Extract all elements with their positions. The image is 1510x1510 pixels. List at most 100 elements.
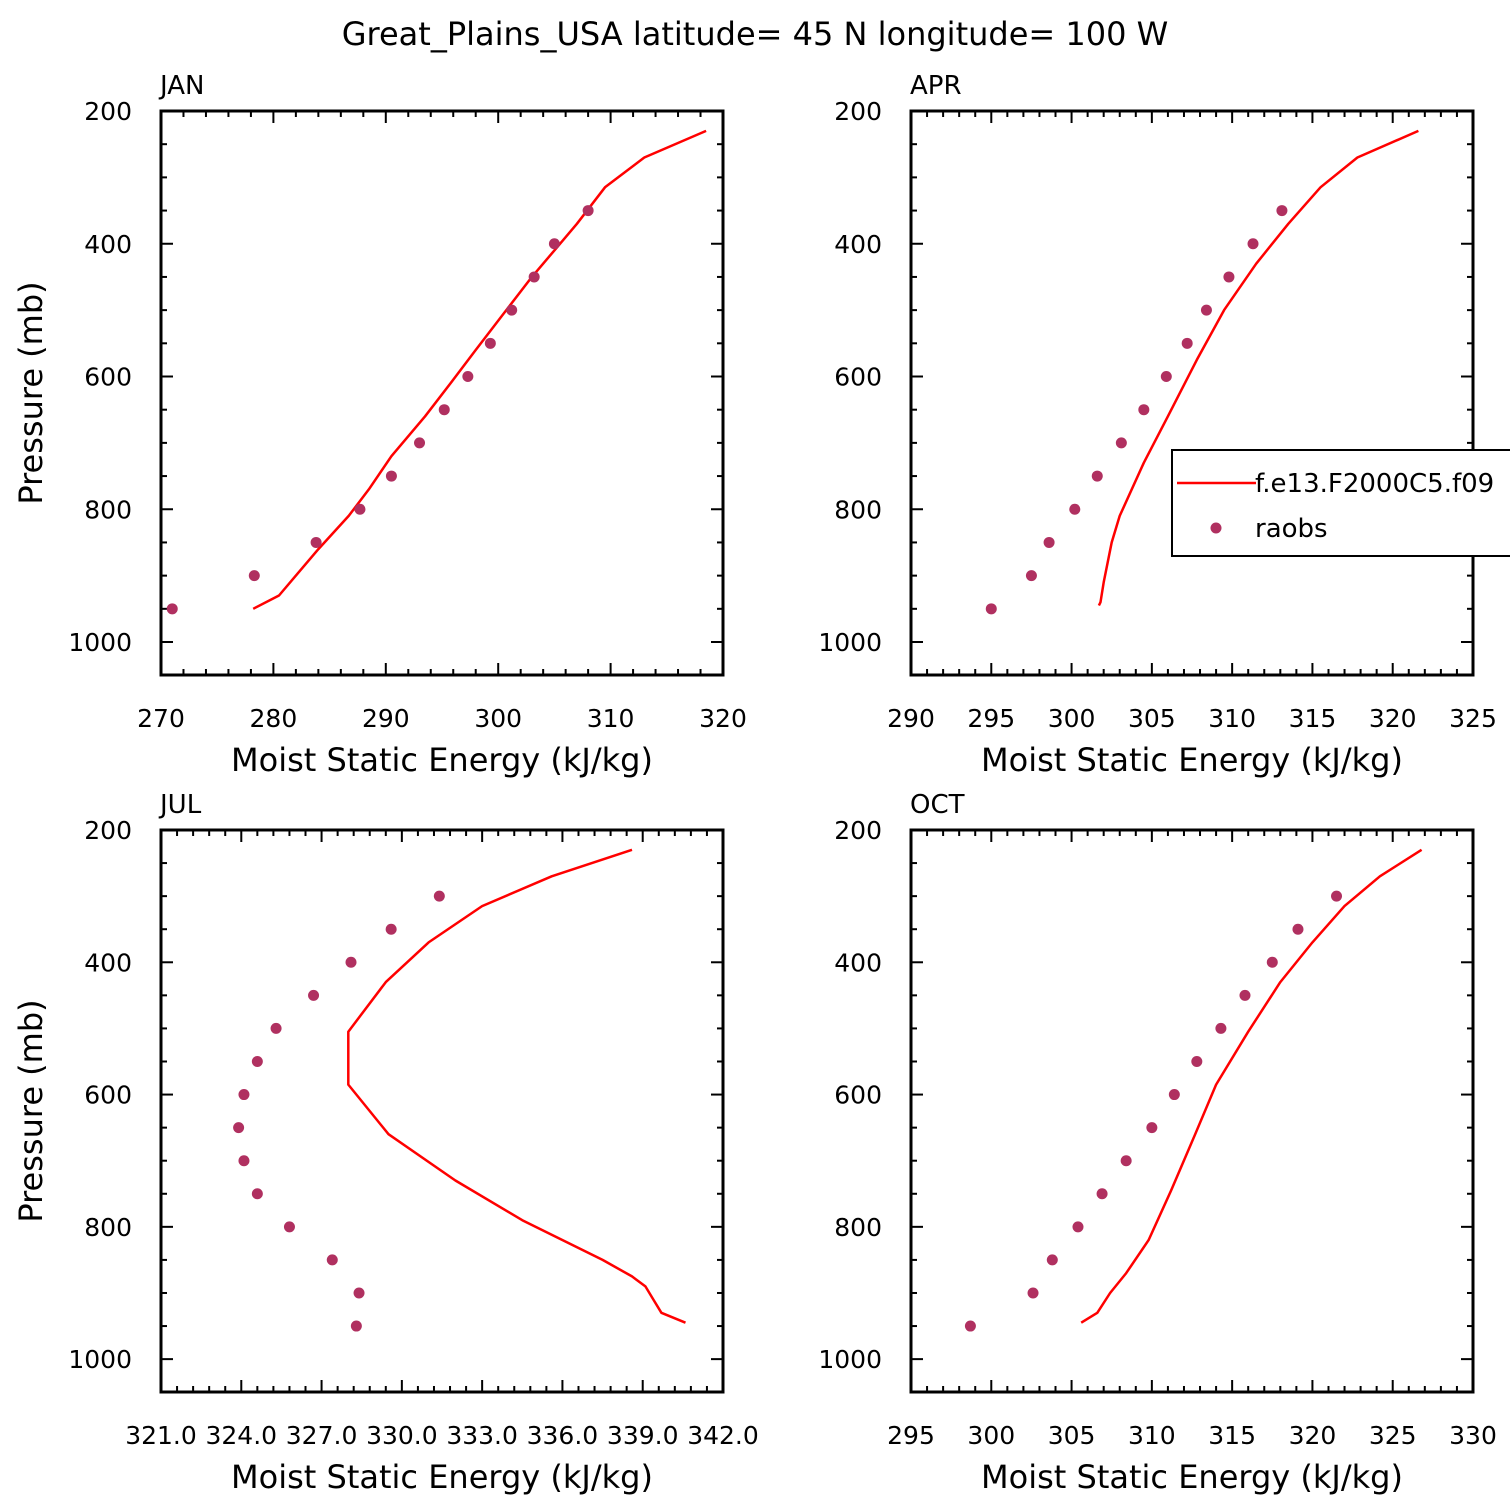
x-tick-label: 320: [699, 704, 747, 733]
obs-point: [1120, 1155, 1132, 1167]
obs-point: [1146, 1122, 1158, 1134]
obs-point: [353, 1287, 365, 1299]
x-tick-label: 333.0: [446, 1421, 518, 1450]
x-tick-label: 300: [474, 704, 522, 733]
panel-jan: JAN 270 280 290 300 310 320 200 400 600 800 1000 Moi…: [12, 71, 747, 779]
obs-point: [354, 503, 366, 515]
figure-title: Great_Plains_USA latitude= 45 N longitud…: [342, 15, 1169, 53]
x-tick-label: 321.0: [125, 1421, 197, 1450]
y-tick-label: 600: [834, 1081, 882, 1110]
x-tick-label: 305: [1048, 1421, 1096, 1450]
x-tick-label: 325: [1449, 704, 1497, 733]
x-tick-label: 310: [1128, 1421, 1176, 1450]
legend-obs-label: raobs: [1255, 514, 1328, 544]
panel-label: JAN: [158, 71, 204, 101]
obs-point: [1181, 337, 1193, 349]
obs-point: [985, 603, 997, 615]
x-tick-label: 310: [1208, 704, 1256, 733]
x-tick-label: 295: [887, 1421, 935, 1450]
obs-point: [1292, 923, 1304, 935]
obs-point: [1069, 503, 1081, 515]
y-tick-label: 200: [834, 97, 882, 126]
obs-point: [1025, 570, 1037, 582]
obs-point: [251, 1188, 263, 1200]
x-tick-label: 339.0: [607, 1421, 679, 1450]
obs-point: [438, 404, 450, 416]
y-tick-label: 600: [84, 1081, 132, 1110]
obs-point: [1239, 989, 1251, 1001]
x-tick-label: 342.0: [687, 1421, 759, 1450]
obs-point: [248, 570, 260, 582]
y-tick-label: 1000: [818, 1345, 882, 1374]
obs-point: [1215, 1022, 1227, 1034]
model-line: [252, 129, 707, 610]
obs-point: [1096, 1188, 1108, 1200]
x-tick-label: 310: [587, 704, 635, 733]
obs-point: [233, 1122, 245, 1134]
obs-point: [270, 1022, 282, 1034]
obs-point: [1266, 956, 1278, 968]
plot-frame: [909, 828, 1475, 1394]
obs-point: [964, 1320, 976, 1332]
obs-point: [1115, 437, 1127, 449]
obs-point: [350, 1320, 362, 1332]
obs-point: [1247, 238, 1259, 250]
model-line: [1080, 848, 1423, 1324]
obs-point: [1223, 271, 1235, 283]
y-axis-title: Pressure (mb): [12, 999, 50, 1222]
x-tick-label: 315: [1208, 1421, 1256, 1450]
obs-point: [166, 603, 178, 615]
plot-frame: [909, 109, 1475, 677]
obs-point: [528, 271, 540, 283]
y-tick-label: 400: [84, 230, 132, 259]
obs-point: [1200, 304, 1212, 316]
y-tick-label: 400: [834, 948, 882, 977]
x-tick-label: 305: [1128, 704, 1176, 733]
x-tick-label: 300: [967, 1421, 1015, 1450]
y-tick-label: 800: [84, 1213, 132, 1242]
model-line: [1097, 129, 1419, 607]
obs-point: [283, 1221, 295, 1233]
x-tick-label: 295: [967, 704, 1015, 733]
obs-point: [1191, 1055, 1203, 1067]
legend-dot-swatch: [1210, 522, 1222, 534]
x-tick-label: 270: [137, 704, 185, 733]
y-tick-label: 400: [834, 230, 882, 259]
plot-frame: [159, 109, 725, 677]
y-tick-label: 600: [84, 363, 132, 392]
obs-point: [310, 536, 322, 548]
x-tick-label: 315: [1289, 704, 1337, 733]
obs-point: [326, 1254, 338, 1266]
x-axis-title: Moist Static Energy (kJ/kg): [981, 741, 1403, 779]
obs-point: [433, 890, 445, 902]
x-tick-label: 320: [1369, 704, 1417, 733]
obs-point: [506, 304, 518, 316]
y-tick-label: 400: [84, 948, 132, 977]
x-tick-label: 290: [887, 704, 935, 733]
obs-point: [1027, 1287, 1039, 1299]
obs-point: [1138, 404, 1150, 416]
model-line: [347, 848, 686, 1324]
y-tick-label: 800: [84, 495, 132, 524]
x-axis-title: Moist Static Energy (kJ/kg): [231, 741, 653, 779]
x-tick-label: 327.0: [286, 1421, 358, 1450]
obs-point: [1276, 205, 1288, 217]
obs-point: [251, 1055, 263, 1067]
obs-point: [1072, 1221, 1084, 1233]
obs-point: [1043, 536, 1055, 548]
x-axis-title: Moist Static Energy (kJ/kg): [981, 1458, 1403, 1496]
x-tick-label: 280: [250, 704, 298, 733]
obs-point: [1091, 470, 1103, 482]
obs-point: [1168, 1089, 1180, 1101]
panel-apr: APR 290 295 300 305 310 315 320 325 200 400 600 800 1…: [818, 71, 1510, 779]
obs-point: [1331, 890, 1343, 902]
x-tick-label: 290: [362, 704, 410, 733]
obs-point: [385, 470, 397, 482]
y-tick-label: 600: [834, 363, 882, 392]
obs-point: [414, 437, 426, 449]
y-axis-title: Pressure (mb): [12, 281, 50, 504]
plot-frame: [159, 828, 725, 1394]
obs-point: [238, 1155, 250, 1167]
panel-label: APR: [910, 71, 962, 101]
